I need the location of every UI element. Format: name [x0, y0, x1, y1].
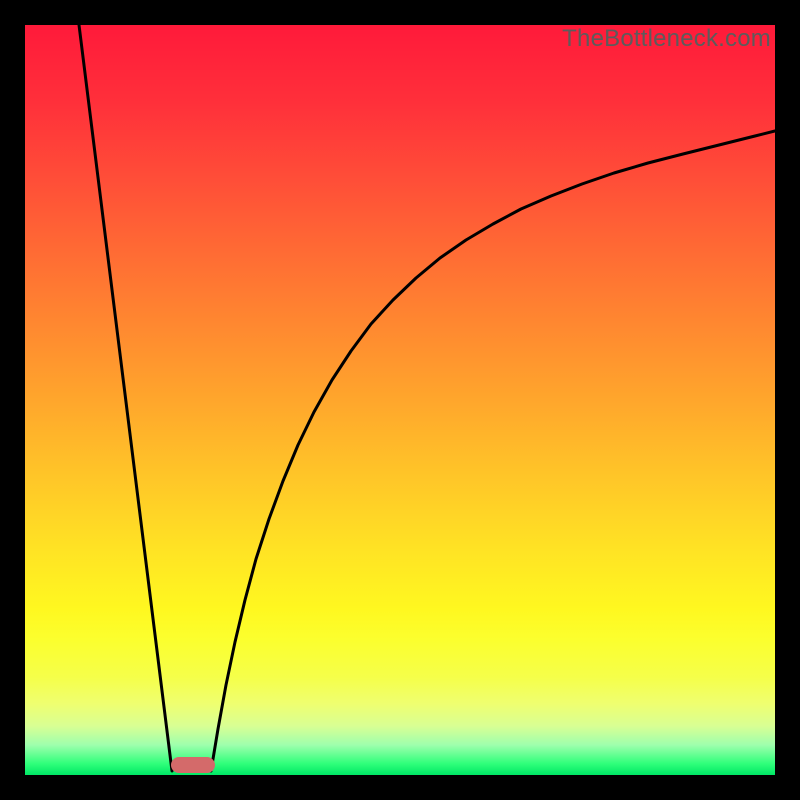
- curve-right: [211, 131, 775, 771]
- curve-left: [79, 25, 172, 771]
- curves-layer: [25, 25, 775, 775]
- watermark-text: TheBottleneck.com: [562, 25, 771, 53]
- plot-area: TheBottleneck.com: [25, 25, 775, 775]
- minimum-marker: [171, 757, 215, 773]
- chart-root: TheBottleneck.com: [0, 0, 800, 800]
